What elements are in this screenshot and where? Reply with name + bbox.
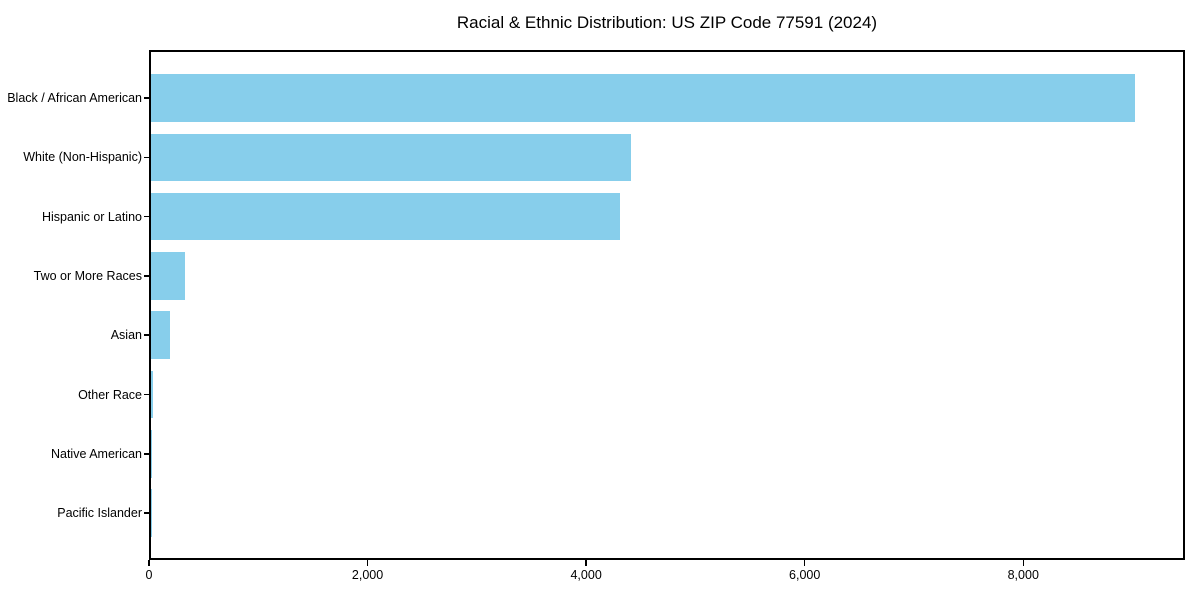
y-tick-mark xyxy=(143,393,149,396)
y-tick-mark xyxy=(143,453,149,455)
y-tick-mark xyxy=(143,215,149,218)
y-tick-mark xyxy=(143,512,149,514)
bar xyxy=(151,192,621,241)
x-tick-mark xyxy=(148,560,150,566)
x-tick-label: 8,000 xyxy=(1007,568,1039,582)
y-tick-mark xyxy=(143,97,149,99)
y-tick-label: Other Race xyxy=(78,387,142,402)
y-tick-label: White (Non-Hispanic) xyxy=(23,150,142,165)
y-tick-label: Pacific Islander xyxy=(57,506,142,521)
y-tick-label: Black / African American xyxy=(7,91,142,105)
bar xyxy=(151,74,1136,122)
y-tick-label: Two or More Races xyxy=(33,268,142,283)
y-tick-mark xyxy=(143,334,149,336)
x-tick-label: 6,000 xyxy=(789,568,821,582)
x-tick-label: 0 xyxy=(145,568,153,582)
bar xyxy=(151,311,171,359)
x-tick-mark xyxy=(1022,560,1024,566)
bar xyxy=(151,252,185,300)
y-tick-mark xyxy=(143,275,149,277)
x-tick-mark xyxy=(585,560,587,566)
y-tick-label: Asian xyxy=(110,328,142,343)
y-tick-label: Hispanic or Latino xyxy=(41,209,142,224)
y-tick-mark xyxy=(143,156,149,159)
chart-title: Racial & Ethnic Distribution: US ZIP Cod… xyxy=(456,13,878,32)
x-tick-label: 4,000 xyxy=(570,568,602,582)
x-tick-mark xyxy=(803,560,806,566)
bar xyxy=(151,133,632,182)
x-tick-mark xyxy=(366,560,369,566)
plot-area xyxy=(149,50,1185,560)
y-tick-label: Native American xyxy=(50,446,142,461)
x-tick-label: 2,000 xyxy=(351,568,384,582)
bar xyxy=(151,370,153,419)
